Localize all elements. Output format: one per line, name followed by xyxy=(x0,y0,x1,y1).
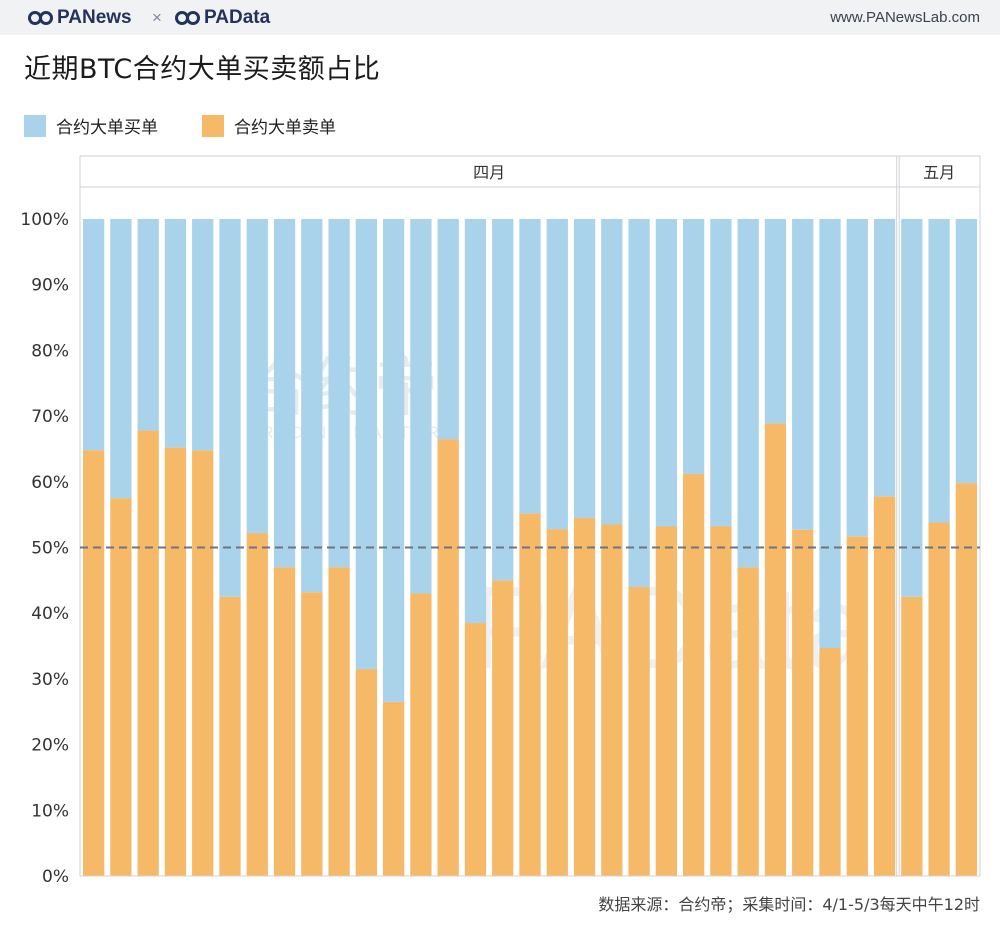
bar-buy xyxy=(792,219,814,530)
bar-buy xyxy=(546,219,568,530)
y-tick-label: 80% xyxy=(31,341,69,361)
data-source-note: 数据来源：合约帝；采集时间：4/1-5/3每天中午12时 xyxy=(598,895,980,914)
y-tick-label: 90% xyxy=(31,276,69,296)
bar-buy xyxy=(492,219,514,581)
bar-sell xyxy=(464,623,487,876)
bar-buy xyxy=(955,219,977,484)
y-tick-label: 30% xyxy=(31,670,69,690)
bar-sell xyxy=(710,526,732,876)
bar-buy xyxy=(110,219,132,499)
bar-buy xyxy=(383,219,405,702)
bar-buy xyxy=(137,219,159,431)
legend-swatch-sell xyxy=(202,114,224,137)
site-url-link[interactable]: www.PANewsLab.com xyxy=(830,9,980,26)
bar-sell xyxy=(846,536,868,876)
bar-buy xyxy=(846,219,868,537)
y-tick-label: 20% xyxy=(31,736,69,756)
bar-sell xyxy=(273,567,296,876)
bar-buy xyxy=(573,219,596,518)
legend-swatch-buy xyxy=(24,114,46,137)
bar-buy xyxy=(601,219,623,525)
bar-sell xyxy=(955,483,977,876)
panews-logo-icon xyxy=(28,11,53,25)
bar-sell xyxy=(873,496,896,876)
bar-sell xyxy=(192,450,214,876)
month-label: 五月 xyxy=(923,163,955,182)
bar-buy xyxy=(437,219,459,440)
bar-buy xyxy=(464,219,487,624)
legend-label-buy: 合约大单买单 xyxy=(56,118,158,138)
legend-item-buy: 合约大单买单 xyxy=(24,113,158,138)
brand-separator: × xyxy=(152,8,162,27)
bar-sell xyxy=(83,450,105,876)
bar-sell xyxy=(683,473,705,876)
bar-buy xyxy=(628,219,650,587)
bar-buy xyxy=(192,219,214,451)
padata-brand-text: PAData xyxy=(204,7,271,28)
bar-sell xyxy=(601,524,623,876)
y-tick-label: 10% xyxy=(31,801,69,821)
y-tick-label: 40% xyxy=(31,604,69,624)
bar-buy xyxy=(928,219,950,523)
bar-buy xyxy=(301,219,323,593)
panews-brand-text: PANews xyxy=(57,7,132,28)
bar-sell xyxy=(164,447,187,876)
bar-sell xyxy=(328,567,350,876)
bar-sell xyxy=(764,423,787,876)
padata-logo: PAData xyxy=(174,6,270,30)
bar-sell xyxy=(301,592,323,876)
y-tick-label: 70% xyxy=(31,407,69,427)
bar-buy xyxy=(873,219,896,497)
bar-buy xyxy=(655,219,677,527)
panews-logo: PANews xyxy=(27,6,132,30)
y-tick-label: 0% xyxy=(42,867,69,887)
bar-sell xyxy=(901,596,923,876)
y-tick-label: 60% xyxy=(31,473,69,493)
y-tick-label: 50% xyxy=(31,539,69,559)
chart-title: 近期BTC合约大单买卖额占比 xyxy=(24,54,381,85)
bar-sell xyxy=(246,533,268,876)
bar-sell xyxy=(573,517,596,876)
bar-sell xyxy=(819,648,841,876)
bar-sell xyxy=(655,526,677,876)
bar-sell xyxy=(928,522,950,876)
bar-buy xyxy=(164,219,187,448)
bar-buy xyxy=(219,219,241,597)
bar-sell xyxy=(383,701,405,876)
bar-buy xyxy=(901,219,923,597)
bar-sell xyxy=(519,513,541,876)
bar-buy xyxy=(819,219,841,649)
bar-buy xyxy=(737,219,759,568)
brand-header-bar: PANews × PAData www.PANewsLab.com xyxy=(0,0,1000,35)
bar-sell xyxy=(546,529,568,876)
bar-sell xyxy=(737,567,759,876)
bar-buy xyxy=(519,219,541,514)
bar-buy xyxy=(355,219,377,670)
bar-sell xyxy=(355,669,377,876)
bar-buy xyxy=(246,219,268,534)
bar-sell xyxy=(492,580,514,876)
bar-sell xyxy=(437,439,459,876)
month-label: 四月 xyxy=(473,163,505,182)
y-tick-label: 100% xyxy=(20,210,69,230)
padata-logo-icon xyxy=(175,11,200,25)
bar-buy xyxy=(710,219,732,527)
bar-sell xyxy=(410,593,432,876)
bar-buy xyxy=(273,219,296,568)
bar-sell xyxy=(110,498,132,876)
legend-item-sell: 合约大单卖单 xyxy=(202,113,336,138)
bar-buy xyxy=(83,219,105,451)
bar-buy xyxy=(683,219,705,474)
bar-sell xyxy=(137,430,159,876)
bar-sell xyxy=(219,596,241,876)
legend-label-sell: 合约大单卖单 xyxy=(234,118,336,138)
bar-sell xyxy=(628,586,650,876)
chart-legend: 合约大单买单 合约大单卖单 xyxy=(24,113,380,138)
bar-buy xyxy=(764,219,787,424)
bar-buy xyxy=(410,219,432,594)
bar-sell xyxy=(792,529,814,876)
bar-buy xyxy=(328,219,350,568)
